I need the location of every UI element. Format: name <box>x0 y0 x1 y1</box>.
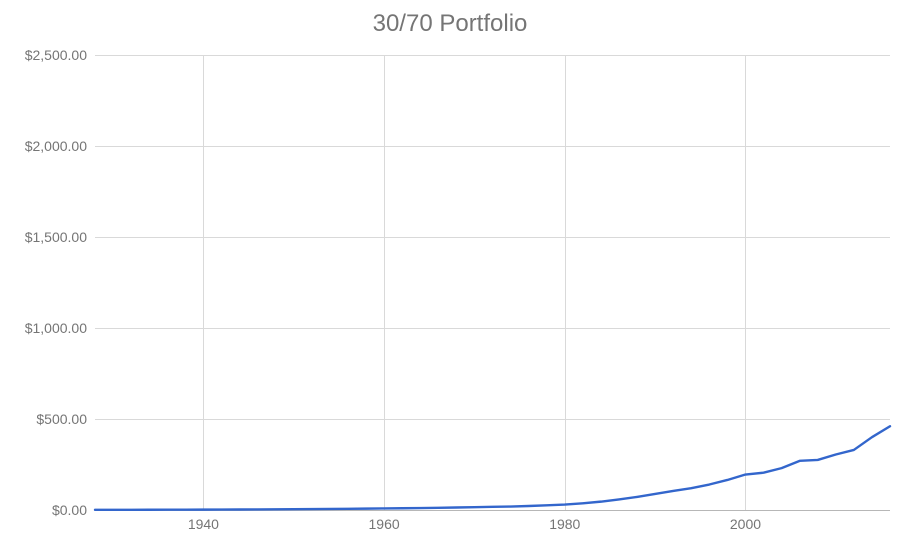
x-axis-tick-label: 1940 <box>188 510 219 532</box>
line-series-layer <box>95 55 890 510</box>
y-axis-tick-label: $1,000.00 <box>25 320 95 336</box>
x-axis-tick-label: 1960 <box>369 510 400 532</box>
plot-area: $0.00$500.00$1,000.00$1,500.00$2,000.00$… <box>95 55 890 510</box>
y-axis-tick-label: $2,500.00 <box>25 47 95 63</box>
chart-title: 30/70 Portfolio <box>0 10 900 38</box>
x-axis-tick-label: 1980 <box>549 510 580 532</box>
y-axis-tick-label: $0.00 <box>52 502 95 518</box>
x-axis-tick-label: 2000 <box>730 510 761 532</box>
series-line <box>95 426 890 510</box>
y-axis-tick-label: $500.00 <box>36 411 95 427</box>
y-axis-tick-label: $2,000.00 <box>25 138 95 154</box>
portfolio-line-chart: 30/70 Portfolio $0.00$500.00$1,000.00$1,… <box>0 0 900 556</box>
y-axis-tick-label: $1,500.00 <box>25 229 95 245</box>
